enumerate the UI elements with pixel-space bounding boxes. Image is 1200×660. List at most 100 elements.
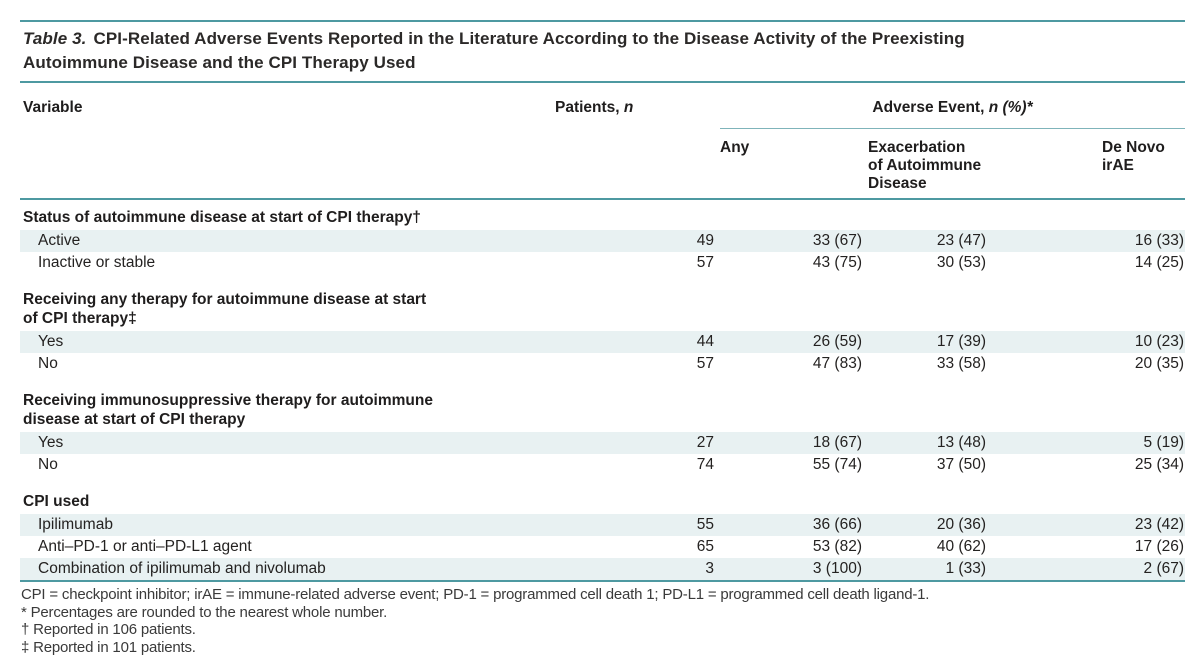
cell-variable: Yes [20,331,555,353]
table-title-line1: Table 3. CPI-Related Adverse Events Repor… [23,27,1182,51]
cell-spacer [992,514,1102,536]
cell-spacer [992,230,1102,252]
cell-de-novo: 23 (42) [1102,514,1186,536]
cell-variable: No [38,355,58,372]
section-header-row: Status of autoimmune disease at start of… [20,199,1185,230]
adverse-event-n-symbol: n (%)* [988,99,1033,116]
cell-exacerbation: 13 (48) [868,432,992,454]
table-title-text: CPI-Related Adverse Events Reported in t… [93,29,965,48]
cell-de-novo: 17 (26) [1134,538,1185,555]
table-title-line2: Autoimmune Disease and the CPI Therapy U… [23,53,416,72]
cell-exacerbation: 37 (50) [936,456,986,473]
footnote-asterisk: * Percentages are rounded to the nearest… [21,603,388,621]
footnote-dagger: † Reported in 106 patients. [21,621,196,638]
cell-de-novo: 14 (25) [1134,254,1185,271]
section-header-row: CPI used [20,476,1185,514]
section-header-cpi-used: CPI used [23,493,90,510]
footnote-double-dagger: ‡ Reported in 101 patients. [21,638,196,656]
cell-spacer [992,432,1102,454]
cell-exacerbation: 23 (47) [868,230,992,252]
cell-variable: Inactive or stable [38,254,156,271]
table-row: No 74 55 (74) 37 (50) 25 (34) [20,454,1185,476]
cell-patients: 57 [696,254,714,271]
section-header-any-therapy: Receiving any therapy for autoimmune dis… [23,291,427,327]
bottom-rule [20,580,1185,582]
cell-any: 26 (59) [720,331,868,353]
cell-de-novo: 2 (67) [1102,558,1186,580]
cell-any: 36 (66) [720,514,868,536]
cell-spacer [992,536,1102,558]
footnotes: CPI = checkpoint inhibitor; irAE = immun… [20,586,1185,656]
cell-any: 47 (83) [812,355,862,372]
table-row: Combination of ipilimumab and nivolumab … [20,558,1186,580]
cell-spacer [992,558,1102,580]
cell-patients: 27 [555,432,720,454]
cell-patients: 74 [696,456,714,473]
top-rule [20,20,1185,22]
table-number-label: Table 3. [23,29,87,48]
column-header-patients: Patients, n [555,83,720,200]
cell-exacerbation: 40 (62) [936,538,986,555]
cell-variable: Active [20,230,555,252]
table-row: Ipilimumab 55 36 (66) 20 (36) 23 (42) [20,514,1186,536]
table-row: Inactive or stable 57 43 (75) 30 (53) 14… [20,252,1185,274]
cell-variable: No [38,456,58,473]
cell-any: 43 (75) [812,254,862,271]
patients-label: Patients, [555,99,624,116]
cell-exacerbation: 33 (58) [936,355,986,372]
cell-any: 3 (100) [720,558,868,580]
cell-any: 53 (82) [812,538,862,555]
cell-variable: Combination of ipilimumab and nivolumab [20,558,555,580]
cell-de-novo: 16 (33) [1102,230,1186,252]
cell-exacerbation: 20 (36) [868,514,992,536]
cell-exacerbation: 30 (53) [936,254,986,271]
cell-patients: 3 [555,558,720,580]
table-row: Yes 44 26 (59) 17 (39) 10 (23) [20,331,1186,353]
section-header-row: Receiving immunosuppressive therapy for … [20,375,1185,432]
table-body: Status of autoimmune disease at start of… [20,199,1186,580]
cell-patients: 49 [555,230,720,252]
cell-spacer [992,454,1102,476]
table-head: Variable Patients, n Adverse Event, n (%… [20,83,1186,200]
section-header-status: Status of autoimmune disease at start of… [23,209,421,226]
cell-de-novo: 20 (35) [1134,355,1185,372]
footnote-abbreviations: CPI = checkpoint inhibitor; irAE = immun… [21,586,930,603]
cell-patients: 57 [696,355,714,372]
cell-de-novo: 25 (34) [1134,456,1185,473]
adverse-event-label: Adverse Event, [872,99,989,116]
cell-variable: Ipilimumab [20,514,555,536]
table-row: Active 49 33 (67) 23 (47) 16 (33) [20,230,1186,252]
table-figure: Table 3. CPI-Related Adverse Events Repor… [20,20,1186,656]
cell-spacer [992,353,1102,375]
cell-spacer [992,331,1102,353]
spacer-column [992,128,1102,200]
cell-de-novo: 10 (23) [1102,331,1186,353]
cell-de-novo: 5 (19) [1102,432,1186,454]
table-row: Yes 27 18 (67) 13 (48) 5 (19) [20,432,1186,454]
column-header-exacerbation: Exacerbation of Autoimmune Disease [868,128,992,200]
cell-patients: 65 [696,538,714,555]
cell-variable: Anti–PD-1 or anti–PD-L1 agent [38,538,252,555]
cell-variable: Yes [20,432,555,454]
header-row-2: Any Exacerbation of Autoimmune Disease D… [20,128,1186,200]
patients-n-symbol: n [623,99,634,116]
cell-exacerbation: 1 (33) [868,558,992,580]
cell-patients: 44 [555,331,720,353]
data-table: Variable Patients, n Adverse Event, n (%… [20,83,1186,580]
header-row-1: Variable Patients, n Adverse Event, n (%… [20,83,1186,200]
section-header-row: Receiving any therapy for autoimmune dis… [20,274,1185,331]
cell-exacerbation: 17 (39) [868,331,992,353]
title-bottom-rule [20,81,1185,83]
cell-any: 55 (74) [812,456,862,473]
table-row: Anti–PD-1 or anti–PD-L1 agent 65 53 (82)… [20,536,1185,558]
section-header-immunosuppressive: Receiving immunosuppressive therapy for … [23,392,433,428]
cell-spacer [992,252,1102,274]
column-group-adverse-event: Adverse Event, n (%)* [720,83,1186,129]
column-header-variable: Variable [20,83,555,200]
cell-any: 18 (67) [720,432,868,454]
table-row: No 57 47 (83) 33 (58) 20 (35) [20,353,1185,375]
column-header-de-novo: De Novo irAE [1102,128,1186,200]
cell-patients: 55 [555,514,720,536]
column-header-any: Any [720,128,868,200]
cell-any: 33 (67) [720,230,868,252]
